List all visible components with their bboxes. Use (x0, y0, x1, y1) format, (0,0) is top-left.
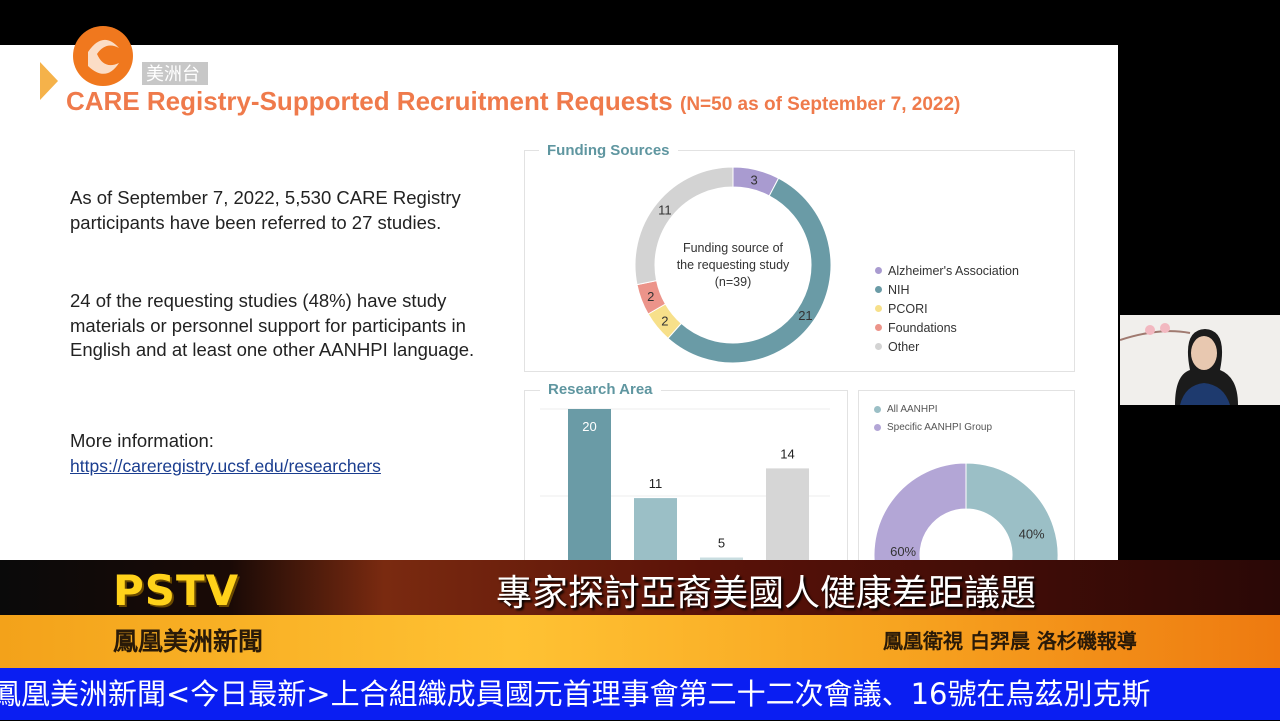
legend-item: All AANHPI (874, 400, 992, 418)
bar-value-label: 20 (582, 419, 596, 434)
donut-slice (634, 166, 734, 286)
legend-item: Foundations (875, 318, 1019, 337)
legend-item: Alzheimer's Association (875, 261, 1019, 280)
legend-label: All AANHPI (887, 403, 938, 415)
aanhpi-donut: 40% 60% (873, 462, 1059, 565)
donut-slice (965, 462, 1059, 565)
headline-banner (0, 560, 1280, 616)
research-area-bar-chart: 20 11 5 14 (540, 408, 830, 570)
headline-text: 專家探討亞裔美國人健康差距議題 (496, 573, 1037, 614)
legend-dot-icon (875, 343, 882, 350)
donut-slice (667, 177, 832, 364)
legend-label: Foundations (888, 320, 957, 335)
slide-title: CARE Registry-Supported Recruitment Requ… (66, 86, 960, 117)
presenter-webcam (1120, 315, 1280, 405)
legend-item: Specific AANHPI Group (874, 418, 992, 436)
legend-dot-icon (875, 324, 882, 331)
legend-item: PCORI (875, 299, 1019, 318)
aanhpi-legend: All AANHPI Specific AANHPI Group (874, 400, 992, 436)
center-line: the requesting study (676, 258, 790, 272)
slide-bullet-marker (40, 62, 58, 100)
slice-label: 21 (798, 308, 812, 323)
donut-center-label: Funding source of the requesting study (n=… (650, 240, 816, 291)
slice-label: 2 (661, 314, 668, 329)
legend-dot-icon (875, 286, 882, 293)
title-text: CARE Registry-Supported Recruitment Requ… (66, 86, 673, 116)
slice-label: 11 (658, 202, 672, 217)
legend-dot-icon (875, 267, 882, 274)
legend-dot-icon (874, 423, 881, 431)
funding-legend: Alzheimer's Association NIH PCORI Foundatio… (875, 261, 1019, 356)
donut-slice (873, 462, 967, 565)
legend-item: Other (875, 337, 1019, 356)
legend-label: Alzheimer's Association (888, 263, 1019, 278)
legend-item: NIH (875, 280, 1019, 299)
bar-value-label: 11 (649, 476, 663, 491)
logo-text: 美洲台 (146, 64, 200, 85)
news-ticker: 鳳凰美洲新聞<今日最新>上合組織成員國元首理事會第二十二次會議、16號在烏茲別克… (0, 668, 1280, 720)
title-note: (N=50 as of September 7, 2022) (680, 94, 961, 115)
research-area-title: Research Area (540, 381, 661, 398)
legend-label: Specific AANHPI Group (887, 421, 993, 433)
channel-logo: 美洲台 (73, 26, 208, 86)
slice-label: 2 (647, 289, 654, 304)
pstv-brand: PSTV (113, 566, 240, 615)
reporter-credit: 鳳凰衛視 白羿晨 洛杉磯報導 (883, 629, 1137, 653)
researchers-link[interactable]: https://careregistry.ucsf.edu/researcher… (70, 456, 381, 476)
bar-value-label: 14 (780, 446, 794, 461)
program-name: 鳳凰美洲新聞 (113, 627, 264, 656)
legend-label: NIH (888, 282, 910, 297)
legend-dot-icon (874, 405, 881, 413)
ticker-text: 鳳凰美洲新聞<今日最新>上合組織成員國元首理事會第二十二次會議、16號在烏茲別克… (0, 677, 1151, 711)
slice-label: 3 (750, 173, 757, 188)
funding-title: Funding Sources (539, 142, 678, 159)
legend-label: Other (888, 339, 920, 354)
bar (634, 498, 677, 570)
program-band (0, 615, 1280, 669)
more-info-label: More information: (70, 430, 214, 451)
legend-label: PCORI (888, 301, 928, 316)
slice-label: 60% (890, 544, 916, 559)
bar (568, 409, 611, 570)
center-line: Funding source of (682, 241, 784, 255)
bar (766, 468, 809, 570)
bar-value-label: 5 (718, 536, 725, 551)
paragraph-languages: 24 of the requesting studies (48%) have … (70, 290, 475, 360)
paragraph-referrals: As of September 7, 2022, 5,530 CARE Regi… (70, 187, 461, 233)
center-line: (n=39) (714, 275, 752, 289)
legend-dot-icon (875, 305, 882, 312)
slice-label: 40% (1019, 527, 1045, 542)
funding-donut: 3 21 22 11 (634, 166, 832, 364)
